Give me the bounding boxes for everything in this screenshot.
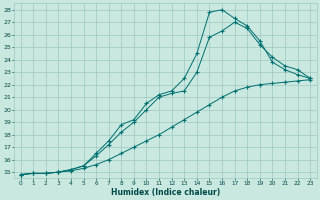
X-axis label: Humidex (Indice chaleur): Humidex (Indice chaleur) — [111, 188, 220, 197]
